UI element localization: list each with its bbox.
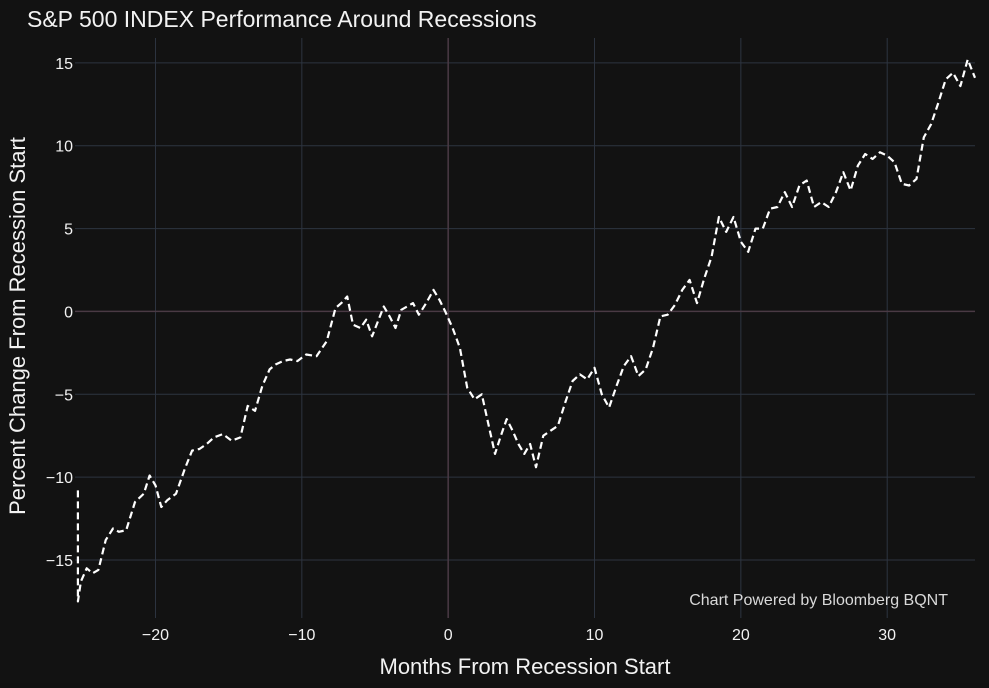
y-tick-label: −5 (55, 387, 73, 404)
x-tick-label: −20 (142, 627, 169, 644)
grid-lines (75, 38, 975, 618)
y-tick-label: −10 (46, 470, 73, 487)
source-annotation: Chart Powered by Bloomberg BQNT (689, 592, 948, 609)
x-tick-label: 20 (732, 627, 750, 644)
chart-title: S&P 500 INDEX Performance Around Recessi… (27, 6, 537, 32)
y-tick-label: 10 (55, 139, 73, 156)
x-tick-label: 0 (444, 627, 453, 644)
tick-labels: −20 −10 0 10 20 30 −15 −10 −5 0 5 10 15 (46, 56, 896, 644)
x-tick-label: −10 (288, 627, 315, 644)
y-tick-label: 15 (55, 56, 73, 73)
series-line (76, 58, 977, 603)
x-tick-label: 30 (878, 627, 896, 644)
zero-reference-lines (75, 38, 975, 618)
y-axis-label: Percent Change From Recession Start (5, 137, 30, 515)
x-tick-label: 10 (586, 627, 604, 644)
x-axis-label: Months From Recession Start (380, 654, 671, 679)
series-layer (76, 58, 977, 603)
y-tick-label: 5 (64, 222, 73, 239)
y-tick-label: 0 (64, 304, 73, 321)
y-tick-label: −15 (46, 553, 73, 570)
